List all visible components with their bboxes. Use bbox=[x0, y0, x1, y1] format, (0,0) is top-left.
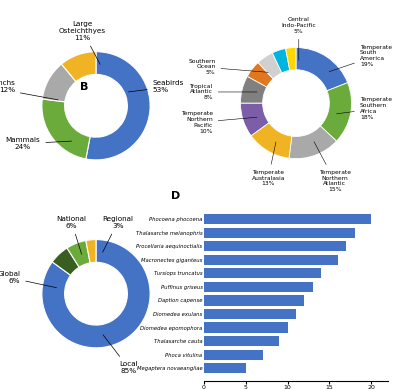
Text: Mammals
24%: Mammals 24% bbox=[6, 137, 72, 150]
Wedge shape bbox=[42, 99, 90, 159]
Bar bbox=[204, 336, 279, 346]
Text: Regional
3%: Regional 3% bbox=[102, 216, 133, 252]
Bar bbox=[204, 309, 296, 319]
Bar bbox=[204, 228, 354, 238]
Text: Local
85%: Local 85% bbox=[103, 335, 138, 374]
Bar bbox=[204, 268, 321, 279]
Text: Tropical
Atlantic
8%: Tropical Atlantic 8% bbox=[190, 84, 257, 100]
Wedge shape bbox=[320, 82, 352, 141]
Text: Global
6%: Global 6% bbox=[0, 271, 56, 288]
Text: Temperate
South
America
19%: Temperate South America 19% bbox=[329, 45, 392, 72]
Wedge shape bbox=[67, 240, 90, 267]
Bar bbox=[204, 322, 288, 333]
Wedge shape bbox=[86, 240, 96, 263]
Wedge shape bbox=[86, 52, 150, 160]
Text: Temperate
Northern
Atlantic
15%: Temperate Northern Atlantic 15% bbox=[314, 142, 351, 192]
Text: Large
Osteichthyes
11%: Large Osteichthyes 11% bbox=[59, 21, 106, 64]
Wedge shape bbox=[286, 47, 296, 70]
Wedge shape bbox=[296, 47, 348, 91]
Wedge shape bbox=[62, 52, 96, 82]
Text: D: D bbox=[171, 191, 180, 201]
Text: National
6%: National 6% bbox=[57, 216, 87, 254]
Wedge shape bbox=[240, 76, 267, 103]
Wedge shape bbox=[272, 49, 290, 73]
Wedge shape bbox=[251, 123, 292, 158]
Bar bbox=[204, 241, 346, 251]
Bar bbox=[204, 295, 304, 305]
Text: Central
Indo-Pacific
5%: Central Indo-Pacific 5% bbox=[282, 17, 316, 60]
Bar bbox=[204, 214, 371, 224]
Text: Temperate
Southern
Africa
18%: Temperate Southern Africa 18% bbox=[336, 97, 392, 120]
Text: B: B bbox=[80, 82, 88, 92]
Wedge shape bbox=[52, 248, 79, 275]
Wedge shape bbox=[42, 240, 150, 348]
Text: Southern
Ocean
5%: Southern Ocean 5% bbox=[188, 59, 268, 75]
Text: Elasmobranchs
12%: Elasmobranchs 12% bbox=[0, 81, 58, 100]
Bar bbox=[204, 255, 338, 265]
Wedge shape bbox=[240, 103, 269, 136]
Wedge shape bbox=[289, 126, 336, 159]
Text: Temperate
Australasia
13%: Temperate Australasia 13% bbox=[252, 142, 285, 186]
Bar bbox=[204, 282, 313, 292]
Wedge shape bbox=[258, 53, 282, 79]
Bar bbox=[204, 363, 246, 373]
Text: Seabirds
53%: Seabirds 53% bbox=[128, 81, 184, 93]
Bar bbox=[204, 350, 262, 360]
Wedge shape bbox=[42, 64, 76, 102]
Wedge shape bbox=[247, 63, 273, 87]
Text: Temperate
Northern
Pacific
10%: Temperate Northern Pacific 10% bbox=[181, 111, 257, 134]
